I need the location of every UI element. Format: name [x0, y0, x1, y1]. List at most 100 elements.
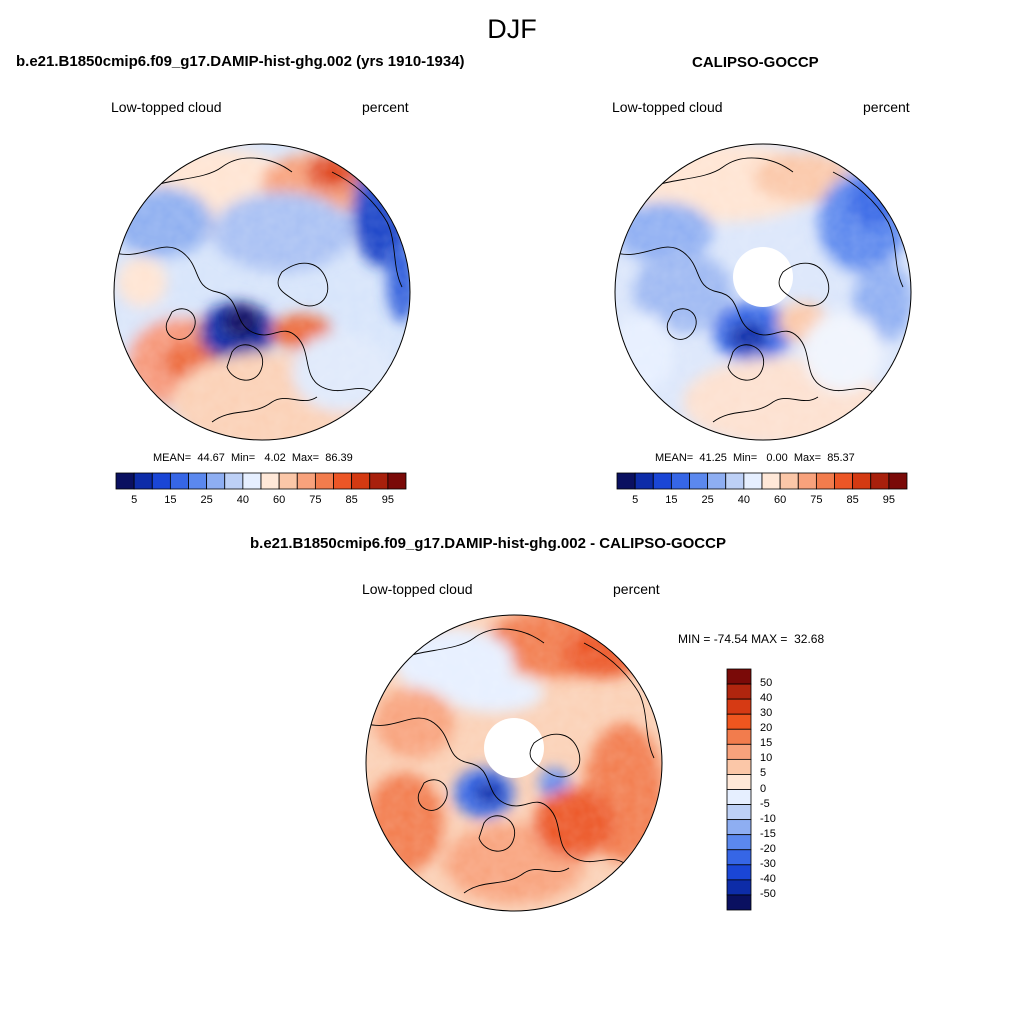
colorbar-box [115, 472, 135, 490]
colorbar-box [815, 472, 835, 490]
colorbar-tick-label: 95 [882, 494, 895, 506]
colorbar-tick-label: 40 [236, 494, 249, 506]
colorbar-box [369, 472, 389, 490]
colorbar-box [726, 834, 752, 851]
colorbar-box [779, 472, 799, 490]
colorbar-box [333, 472, 353, 490]
colorbar-tick-label: -5 [760, 797, 770, 810]
colorbar-tick-label: 15 [665, 494, 678, 506]
colorbar-tick-label: 50 [760, 677, 773, 690]
colorbar-box [151, 472, 171, 490]
colorbar-box [726, 728, 752, 745]
obs-panel-title: CALIPSO-GOCCP [692, 54, 819, 71]
model-stats: MEAN= 44.67 Min= 4.02 Max= 86.39 [153, 452, 353, 464]
colorbar-tick-label: -10 [760, 812, 776, 825]
diff-colorbar [726, 668, 752, 911]
colorbar-box [761, 472, 781, 490]
colorbar-box [314, 472, 334, 490]
colorbar-tick-label: 15 [760, 737, 773, 750]
colorbar-box [616, 472, 636, 490]
colorbar-tick-label: 60 [774, 494, 787, 506]
colorbar-tick-label: 5 [760, 767, 767, 780]
colorbar-box [852, 472, 872, 490]
figure-title: DJF [487, 14, 537, 44]
colorbar-tick-label: 40 [760, 692, 773, 705]
colorbar-tick-label: 10 [760, 752, 773, 765]
colorbar-box [726, 713, 752, 730]
colorbar-box [242, 472, 262, 490]
colorbar-box [707, 472, 727, 490]
diff-colorbar-ticks: 50 40 30 20 15 10 5 0 -5 -10 -15 -20 -30 -40 -50 [760, 669, 800, 910]
colorbar-box [888, 472, 908, 490]
obs-colorbar [616, 472, 908, 490]
colorbar-box [387, 472, 407, 490]
diff-polar-map [365, 614, 663, 912]
colorbar-tick-label: 85 [846, 494, 859, 506]
colorbar-tick-label: 40 [737, 494, 750, 506]
colorbar-tick-label: 5 [632, 494, 639, 506]
model-panel-title: b.e21.B1850cmip6.f09_g17.DAMIP-hist-ghg.… [16, 53, 465, 70]
colorbar-tick-label: 5 [131, 494, 138, 506]
obs-units-label: percent [863, 99, 910, 115]
model-variable-label: Low-topped cloud [111, 99, 222, 115]
colorbar-tick-label: 30 [760, 707, 773, 720]
colorbar-box [726, 698, 752, 715]
colorbar-tick-label: 60 [273, 494, 286, 506]
colorbar-box [726, 864, 752, 881]
diff-panel-title: b.e21.B1850cmip6.f09_g17.DAMIP-hist-ghg.… [250, 535, 726, 552]
colorbar-box [797, 472, 817, 490]
colorbar-box [726, 668, 752, 685]
colorbar-tick-label: 75 [309, 494, 322, 506]
colorbar-box [834, 472, 854, 490]
model-colorbar [115, 472, 407, 490]
colorbar-box [670, 472, 690, 490]
colorbar-tick-label: 25 [701, 494, 714, 506]
colorbar-tick-label: -30 [760, 857, 776, 870]
obs-variable-label: Low-topped cloud [612, 99, 723, 115]
colorbar-box [169, 472, 189, 490]
model-units-label: percent [362, 99, 409, 115]
model-polar-map [113, 143, 411, 441]
colorbar-box [260, 472, 280, 490]
colorbar-tick-label: 85 [345, 494, 358, 506]
colorbar-box [726, 804, 752, 821]
colorbar-box [726, 774, 752, 790]
colorbar-tick-label: 20 [760, 722, 773, 735]
obs-colorbar-ticks: 5 15 25 40 60 75 85 95 [617, 494, 907, 508]
colorbar-box [206, 472, 226, 490]
colorbar-tick-label: 75 [810, 494, 823, 506]
colorbar-tick-label: -15 [760, 827, 776, 840]
colorbar-box [726, 894, 752, 911]
colorbar-box [725, 472, 745, 490]
colorbar-box [188, 472, 208, 490]
obs-polar-map [614, 143, 912, 441]
colorbar-tick-label: -40 [760, 872, 776, 885]
colorbar-box [652, 472, 672, 490]
colorbar-box [726, 758, 752, 775]
model-colorbar-ticks: 5 15 25 40 60 75 85 95 [116, 494, 406, 508]
colorbar-box [726, 683, 752, 700]
colorbar-box [726, 879, 752, 896]
colorbar-box [689, 472, 709, 490]
diff-stats: MIN = -74.54 MAX = 32.68 [678, 632, 825, 646]
colorbar-box [870, 472, 890, 490]
colorbar-tick-label: 95 [381, 494, 394, 506]
colorbar-tick-label: -20 [760, 842, 776, 855]
colorbar-box [133, 472, 153, 490]
colorbar-box [296, 472, 316, 490]
colorbar-box [726, 849, 752, 866]
obs-stats: MEAN= 41.25 Min= 0.00 Max= 85.37 [655, 452, 855, 464]
colorbar-box [726, 789, 752, 805]
colorbar-box [726, 743, 752, 760]
colorbar-box [726, 819, 752, 836]
colorbar-tick-label: 15 [164, 494, 177, 506]
colorbar-tick-label: -50 [760, 887, 776, 900]
diff-variable-label: Low-topped cloud [362, 581, 473, 597]
colorbar-tick-label: 25 [200, 494, 213, 506]
colorbar-box [224, 472, 244, 490]
colorbar-box [743, 472, 763, 490]
colorbar-box [278, 472, 298, 490]
colorbar-box [634, 472, 654, 490]
colorbar-tick-label: 0 [760, 782, 767, 795]
diff-units-label: percent [613, 581, 660, 597]
